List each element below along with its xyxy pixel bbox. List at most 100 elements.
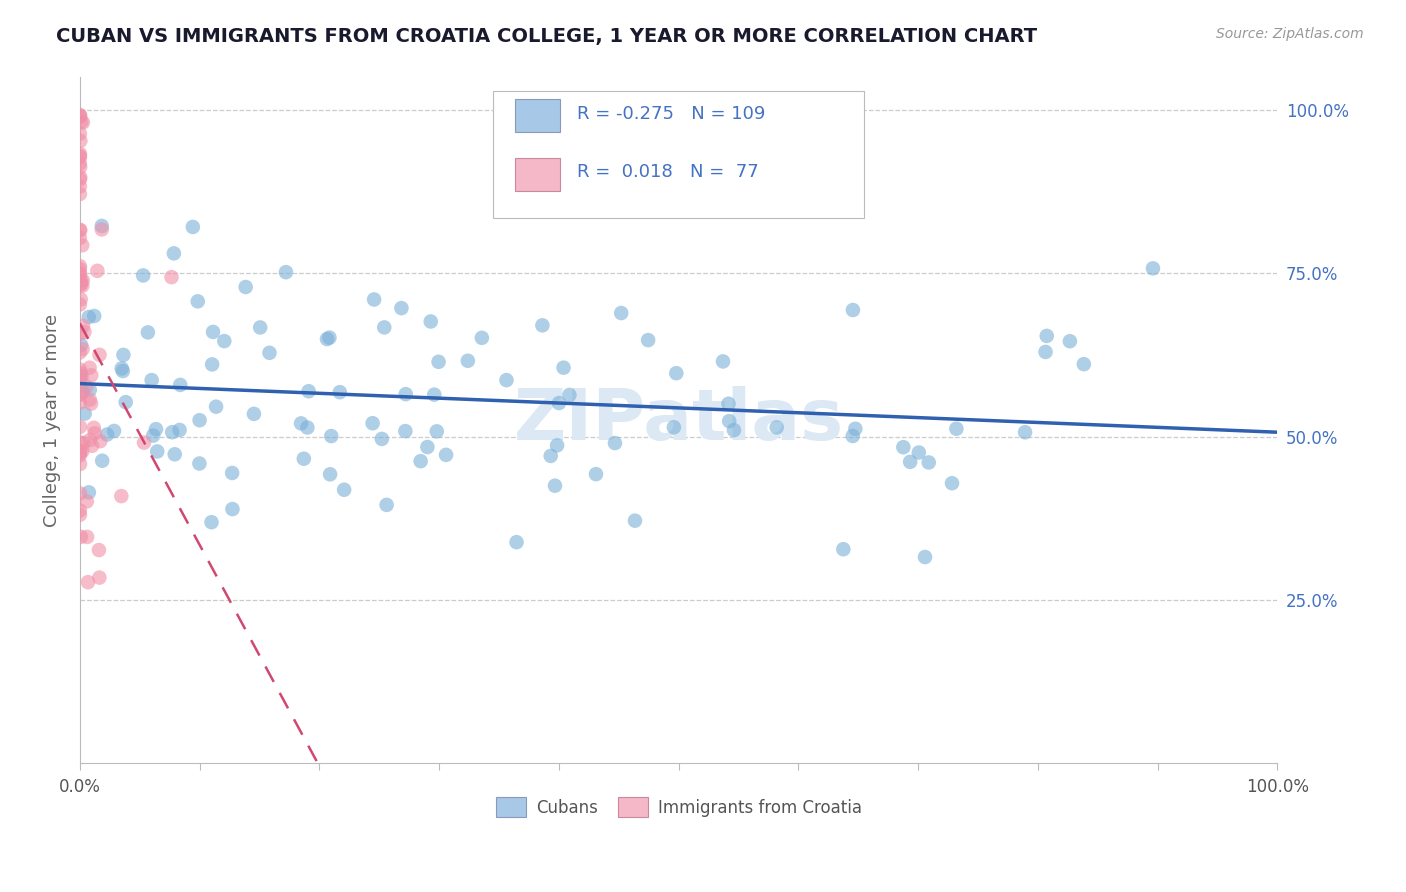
Point (69, 146, 91, 161)
Point (69, 259, 91, 273)
Point (69, 372, 91, 386)
Point (69, 267, 91, 281)
Point (235, 280, 257, 294)
Point (79, 433, 101, 447)
Point (918, 455, 941, 469)
Point (914, 549, 936, 564)
Point (76, 494, 98, 508)
Point (141, 373, 163, 387)
Text: R =  0.018   N =  77: R = 0.018 N = 77 (576, 163, 759, 181)
Point (89, 348, 111, 362)
Point (69, 149, 91, 163)
Point (205, 400, 228, 414)
Legend: Cubans, Immigrants from Croatia: Cubans, Immigrants from Croatia (489, 791, 869, 823)
Point (69, 277, 91, 292)
Point (1073, 357, 1095, 371)
Point (69, 179, 91, 194)
Point (69, 373, 91, 387)
Point (69, 231, 91, 245)
Point (662, 420, 685, 434)
Point (69, 366, 91, 380)
Point (145, 422, 167, 436)
Point (110, 489, 132, 503)
Point (80, 439, 103, 453)
Point (69, 262, 91, 277)
Y-axis label: College, 1 year or more: College, 1 year or more (44, 314, 60, 527)
Point (69, 326, 91, 341)
Point (69, 445, 91, 459)
Point (160, 425, 183, 440)
Point (319, 467, 342, 482)
Point (72, 444, 94, 458)
Point (79, 360, 101, 375)
Point (77, 310, 100, 324)
Point (70, 387, 93, 401)
Point (76, 530, 98, 544)
Point (69, 503, 91, 517)
Point (89, 434, 111, 449)
Point (718, 414, 741, 428)
Point (394, 424, 416, 438)
Point (70, 114, 93, 128)
Point (832, 542, 855, 557)
Point (72, 115, 94, 129)
Point (391, 301, 413, 315)
Point (544, 478, 567, 492)
Point (298, 384, 321, 399)
Point (243, 407, 266, 421)
Point (132, 435, 155, 450)
Point (136, 326, 159, 340)
Point (419, 314, 441, 328)
Point (69, 109, 91, 123)
Point (553, 360, 575, 375)
Point (69, 172, 91, 186)
Point (69, 420, 91, 434)
Point (395, 387, 418, 401)
Point (321, 429, 343, 443)
FancyBboxPatch shape (515, 158, 560, 191)
Point (1035, 329, 1057, 343)
Point (610, 306, 633, 320)
Point (111, 361, 134, 376)
Point (73, 407, 96, 421)
Point (80, 397, 103, 411)
Point (86, 264, 108, 278)
Point (624, 514, 647, 528)
Point (409, 454, 432, 468)
Point (69, 223, 91, 237)
Point (111, 364, 134, 378)
Point (87, 543, 110, 558)
Point (83, 421, 105, 435)
Point (181, 219, 204, 234)
Point (274, 265, 297, 279)
Point (69, 277, 91, 292)
Point (723, 423, 745, 437)
Point (79, 383, 101, 397)
Point (842, 303, 865, 318)
Point (202, 325, 225, 339)
Point (495, 373, 517, 387)
Point (73, 325, 96, 339)
Point (142, 428, 165, 442)
Point (259, 346, 281, 360)
Point (898, 455, 921, 469)
Point (70, 369, 93, 384)
Point (546, 438, 568, 452)
Point (69, 293, 91, 307)
Point (1035, 345, 1057, 359)
Point (70, 274, 93, 288)
Point (90, 219, 112, 233)
Point (891, 440, 914, 454)
FancyBboxPatch shape (515, 99, 560, 132)
Point (77, 485, 100, 500)
Point (1059, 334, 1081, 349)
Point (80, 368, 103, 383)
Point (711, 354, 734, 368)
Point (96, 427, 118, 442)
Point (75, 379, 97, 393)
Text: CUBAN VS IMMIGRANTS FROM CROATIA COLLEGE, 1 YEAR OR MORE CORRELATION CHART: CUBAN VS IMMIGRANTS FROM CROATIA COLLEGE… (56, 27, 1038, 45)
Point (363, 293, 385, 307)
Point (72, 342, 94, 356)
Point (69, 110, 91, 124)
Point (375, 498, 398, 512)
